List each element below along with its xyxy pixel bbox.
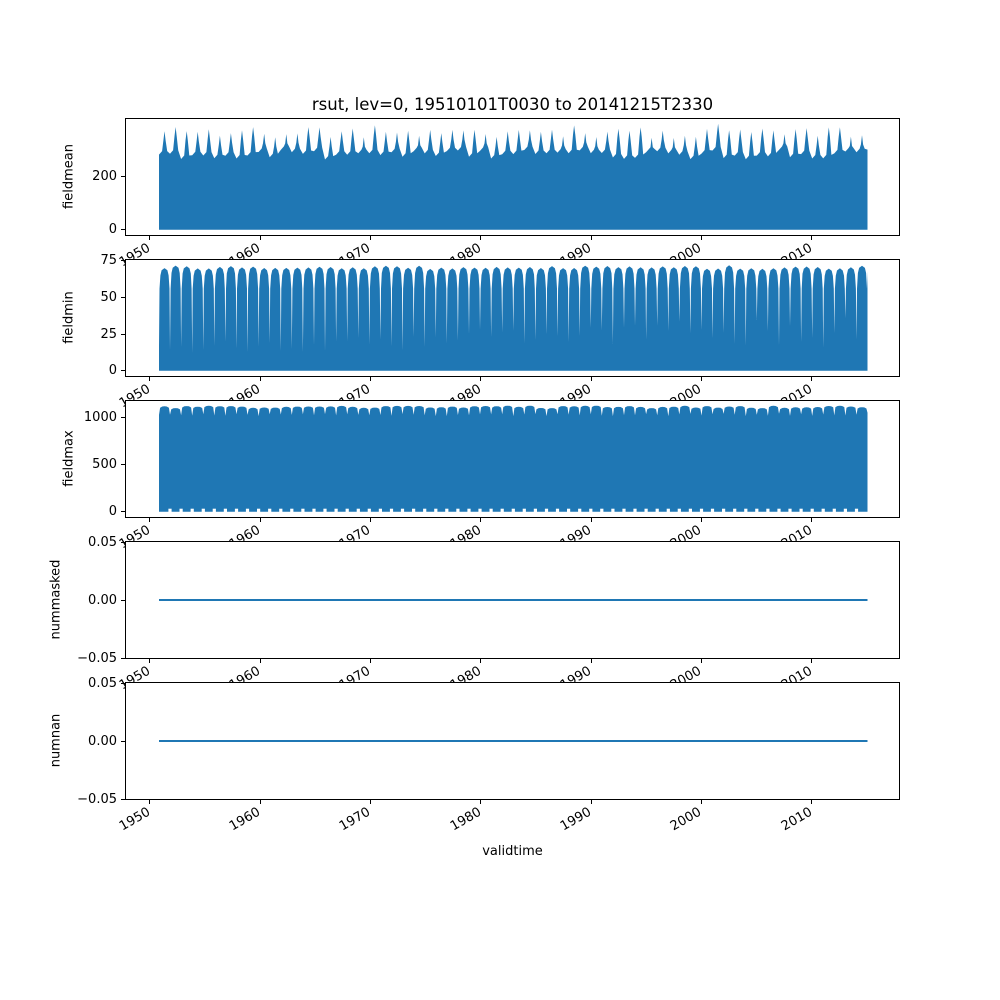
x-tick — [369, 518, 371, 522]
y-tick-label: 0.05 — [88, 675, 117, 691]
y-tick-label: 25 — [100, 326, 117, 342]
x-tick — [149, 236, 151, 240]
x-tick — [369, 377, 371, 381]
y-tick-label: 0 — [108, 222, 117, 238]
y-tick-label: 0.00 — [88, 592, 117, 608]
x-tick — [480, 659, 482, 663]
x-tick — [700, 518, 702, 522]
x-tick — [480, 236, 482, 240]
axes-fieldmin — [125, 259, 900, 377]
x-tick — [811, 659, 813, 663]
y-axis-label-fieldmin: fieldmin — [61, 291, 77, 344]
y-tick — [121, 541, 125, 543]
x-tick — [811, 236, 813, 240]
y-tick-label: 0 — [108, 504, 117, 520]
y-tick — [121, 599, 125, 601]
x-tick — [259, 236, 261, 240]
x-tick — [700, 659, 702, 663]
y-tick-label: 75 — [100, 253, 117, 269]
y-tick — [121, 175, 125, 177]
y-tick-label: −0.05 — [77, 650, 117, 666]
x-tick — [149, 659, 151, 663]
x-axis-title: validtime — [482, 844, 543, 859]
x-tick — [369, 236, 371, 240]
x-tick — [259, 377, 261, 381]
y-tick-label: 0.05 — [88, 534, 117, 550]
y-tick-label: −0.05 — [77, 791, 117, 807]
y-tick — [121, 798, 125, 800]
x-tick — [480, 377, 482, 381]
y-tick — [121, 657, 125, 659]
y-tick — [121, 416, 125, 418]
x-tick — [149, 377, 151, 381]
y-tick-label: 0 — [108, 363, 117, 379]
x-tick — [259, 518, 261, 522]
y-tick — [121, 464, 125, 466]
x-tick-label-2010: 2010 — [778, 804, 815, 835]
y-tick-label: 200 — [92, 168, 117, 184]
y-tick — [121, 740, 125, 742]
axes-fieldmax — [125, 400, 900, 518]
x-tick — [590, 659, 592, 663]
series-fieldmean — [159, 123, 868, 230]
x-tick — [369, 659, 371, 663]
axes-nummasked — [125, 541, 900, 659]
x-tick — [700, 800, 702, 804]
y-tick — [121, 333, 125, 335]
chart-title: rsut, lev=0, 19510101T0030 to 20141215T2… — [311, 95, 714, 114]
y-tick — [121, 511, 125, 513]
x-tick — [480, 800, 482, 804]
y-tick — [121, 260, 125, 262]
y-tick-label: 1000 — [83, 409, 117, 425]
x-tick — [590, 236, 592, 240]
x-tick-label-1970: 1970 — [337, 804, 374, 835]
series-nummasked — [159, 599, 868, 601]
y-tick — [121, 229, 125, 231]
x-tick — [259, 659, 261, 663]
x-tick — [811, 377, 813, 381]
series-numnan — [159, 740, 868, 742]
x-tick-label-2000: 2000 — [668, 804, 705, 835]
x-tick — [590, 518, 592, 522]
axes-fieldmean — [125, 118, 900, 236]
x-tick-label-1960: 1960 — [226, 804, 264, 835]
x-tick-label-1990: 1990 — [558, 804, 595, 835]
x-tick-label-1980: 1980 — [447, 804, 484, 835]
y-tick — [121, 682, 125, 684]
x-tick — [149, 800, 151, 804]
x-tick — [811, 518, 813, 522]
y-tick-label: 0.00 — [88, 733, 117, 749]
x-tick — [149, 518, 151, 522]
y-tick — [121, 296, 125, 298]
x-tick — [590, 377, 592, 381]
series-fieldmin — [159, 265, 868, 371]
y-tick — [121, 370, 125, 372]
x-tick — [259, 800, 261, 804]
x-tick — [811, 800, 813, 804]
x-tick — [590, 800, 592, 804]
x-tick — [369, 800, 371, 804]
x-tick — [700, 377, 702, 381]
x-tick — [480, 518, 482, 522]
axes-numnan — [125, 682, 900, 800]
y-tick-label: 500 — [92, 457, 117, 473]
x-tick — [700, 236, 702, 240]
series-fieldmax — [159, 405, 868, 513]
y-tick-label: 50 — [100, 289, 117, 305]
